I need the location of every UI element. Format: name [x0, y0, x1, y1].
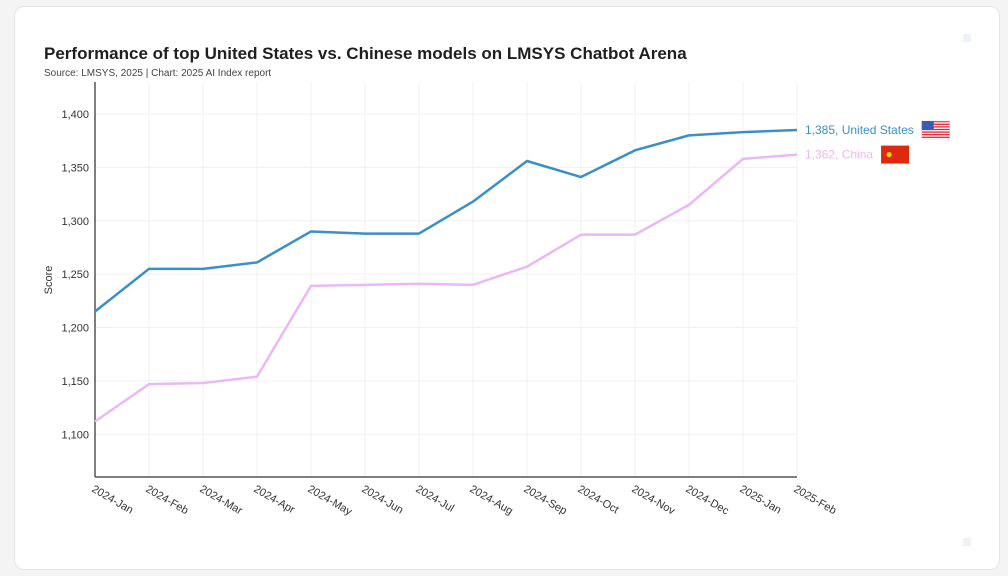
end-label: 1,362, China	[805, 148, 873, 162]
series-line-china	[94, 153, 798, 423]
x-tick-label: 2024-Apr	[252, 483, 297, 516]
us-flag-icon	[921, 131, 950, 133]
x-tick-label: 2024-Dec	[684, 483, 732, 517]
corner-decoration	[963, 34, 971, 42]
y-tick-label: 1,200	[61, 323, 89, 335]
x-tick-label: 2024-Mar	[198, 483, 245, 517]
x-tick-label: 2025-Feb	[792, 483, 839, 517]
y-tick-label: 1,150	[61, 376, 89, 388]
us-flag-icon	[921, 123, 950, 125]
y-tick-label: 1,100	[61, 429, 89, 441]
x-tick-label: 2024-Jul	[414, 483, 457, 514]
x-tick-label: 2024-May	[306, 483, 355, 518]
china-flag-icon	[881, 145, 910, 164]
x-tick-label: 2024-Nov	[630, 483, 678, 517]
x-tick-label: 2024-Jan	[90, 483, 136, 516]
y-tick-label: 1,350	[61, 162, 89, 174]
us-flag-icon	[921, 126, 950, 128]
y-axis-label: Score	[43, 266, 55, 295]
chart-title: Performance of top United States vs. Chi…	[44, 44, 687, 63]
x-tick-label: 2024-Aug	[468, 483, 515, 517]
chart-card	[14, 6, 1000, 570]
x-tick-label: 2024-Oct	[576, 483, 621, 516]
end-label: 1,385, United States	[805, 123, 914, 137]
us-flag-icon	[921, 121, 934, 131]
x-tick-label: 2025-Jan	[738, 483, 784, 516]
chart-subtitle: Source: LMSYS, 2025 | Chart: 2025 AI Ind…	[44, 68, 272, 79]
us-flag-icon	[921, 134, 950, 136]
x-tick-label: 2024-Sep	[522, 483, 569, 517]
x-tick-label: 2024-Feb	[144, 483, 191, 517]
y-tick-label: 1,250	[61, 269, 89, 281]
x-tick-label: 2024-Jun	[360, 483, 406, 516]
series-line-united-states	[94, 128, 798, 313]
us-flag-icon	[921, 128, 950, 131]
corner-decoration	[963, 538, 971, 546]
us-flag-icon	[921, 121, 950, 123]
y-tick-label: 1,300	[61, 216, 89, 228]
y-tick-label: 1,400	[61, 109, 89, 121]
us-flag-icon	[921, 136, 950, 138]
china-flag-icon	[886, 152, 892, 158]
